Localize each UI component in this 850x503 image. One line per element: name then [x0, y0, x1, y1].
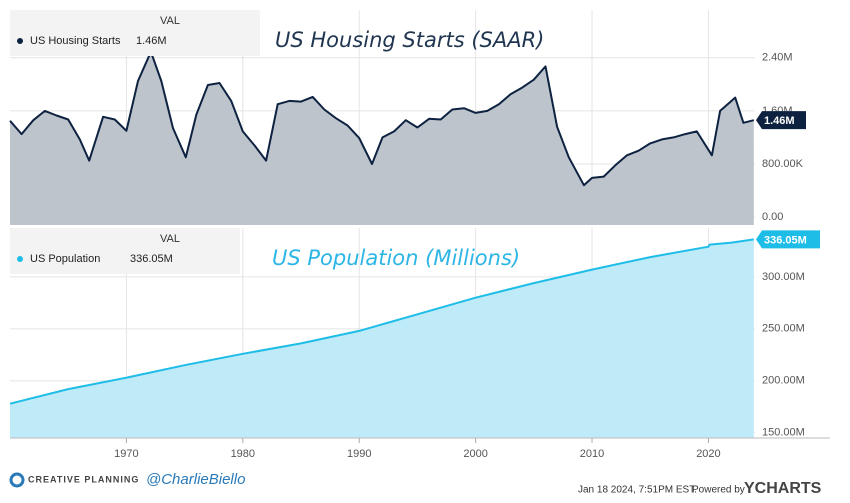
brand: CREATIVE PLANNING: [28, 474, 139, 484]
x-tick-label: 2020: [696, 448, 720, 460]
annotation: US Housing Starts (SAAR): [275, 28, 544, 52]
legend-name: US Housing Starts: [30, 35, 121, 47]
x-tick-label: 1980: [231, 448, 255, 460]
y-tick-label: 2.40M: [762, 52, 793, 64]
y-tick-label: 150.00M: [762, 427, 805, 439]
line: [9, 238, 754, 405]
x-tick-label: 1970: [114, 448, 138, 460]
handle: @CharlieBiello: [146, 471, 245, 488]
area: [10, 51, 754, 225]
x-tick-label: 2010: [580, 448, 604, 460]
powered-by: Powered by: [692, 485, 745, 496]
x-tick-label: 1990: [347, 448, 371, 460]
legend-dot: [17, 38, 23, 44]
area: [10, 239, 754, 438]
y-tick-label: 800.00K: [762, 158, 804, 170]
legend-value: 1.46M: [136, 35, 167, 47]
badge: [756, 230, 820, 249]
legend-box: [10, 228, 240, 274]
ycharts-logo: YCHARTS: [744, 480, 822, 497]
panel: 150.00M 200.00M 250.00M 300.00M 1970 1980 1990…: [9, 228, 820, 460]
legend-dot: [17, 256, 23, 262]
legend-box: [10, 10, 260, 56]
legend-value: 336.05M: [130, 253, 173, 265]
badge: [756, 111, 806, 130]
x-tick-label: 2000: [463, 448, 487, 460]
annotation: US Population (Millions): [272, 246, 520, 270]
y-tick-label: 0.00: [762, 211, 783, 223]
badge-label: 1.46M: [764, 115, 795, 127]
legend-header: VAL: [160, 233, 180, 245]
y-tick-label: 200.00M: [762, 375, 805, 387]
footer: CREATIVE PLANNING @CharlieBiello Jan 18 …: [9, 471, 822, 497]
brand-icon: [9, 472, 25, 488]
line: [9, 50, 755, 187]
timestamp: Jan 18 2024, 7:51PM EST.: [578, 485, 697, 496]
legend-header: VAL: [160, 15, 180, 27]
y-tick-label: 250.00M: [762, 323, 805, 335]
legend-name: US Population: [30, 253, 100, 265]
y-tick-label: 300.00M: [762, 271, 805, 283]
badge-label: 336.05M: [764, 234, 807, 246]
